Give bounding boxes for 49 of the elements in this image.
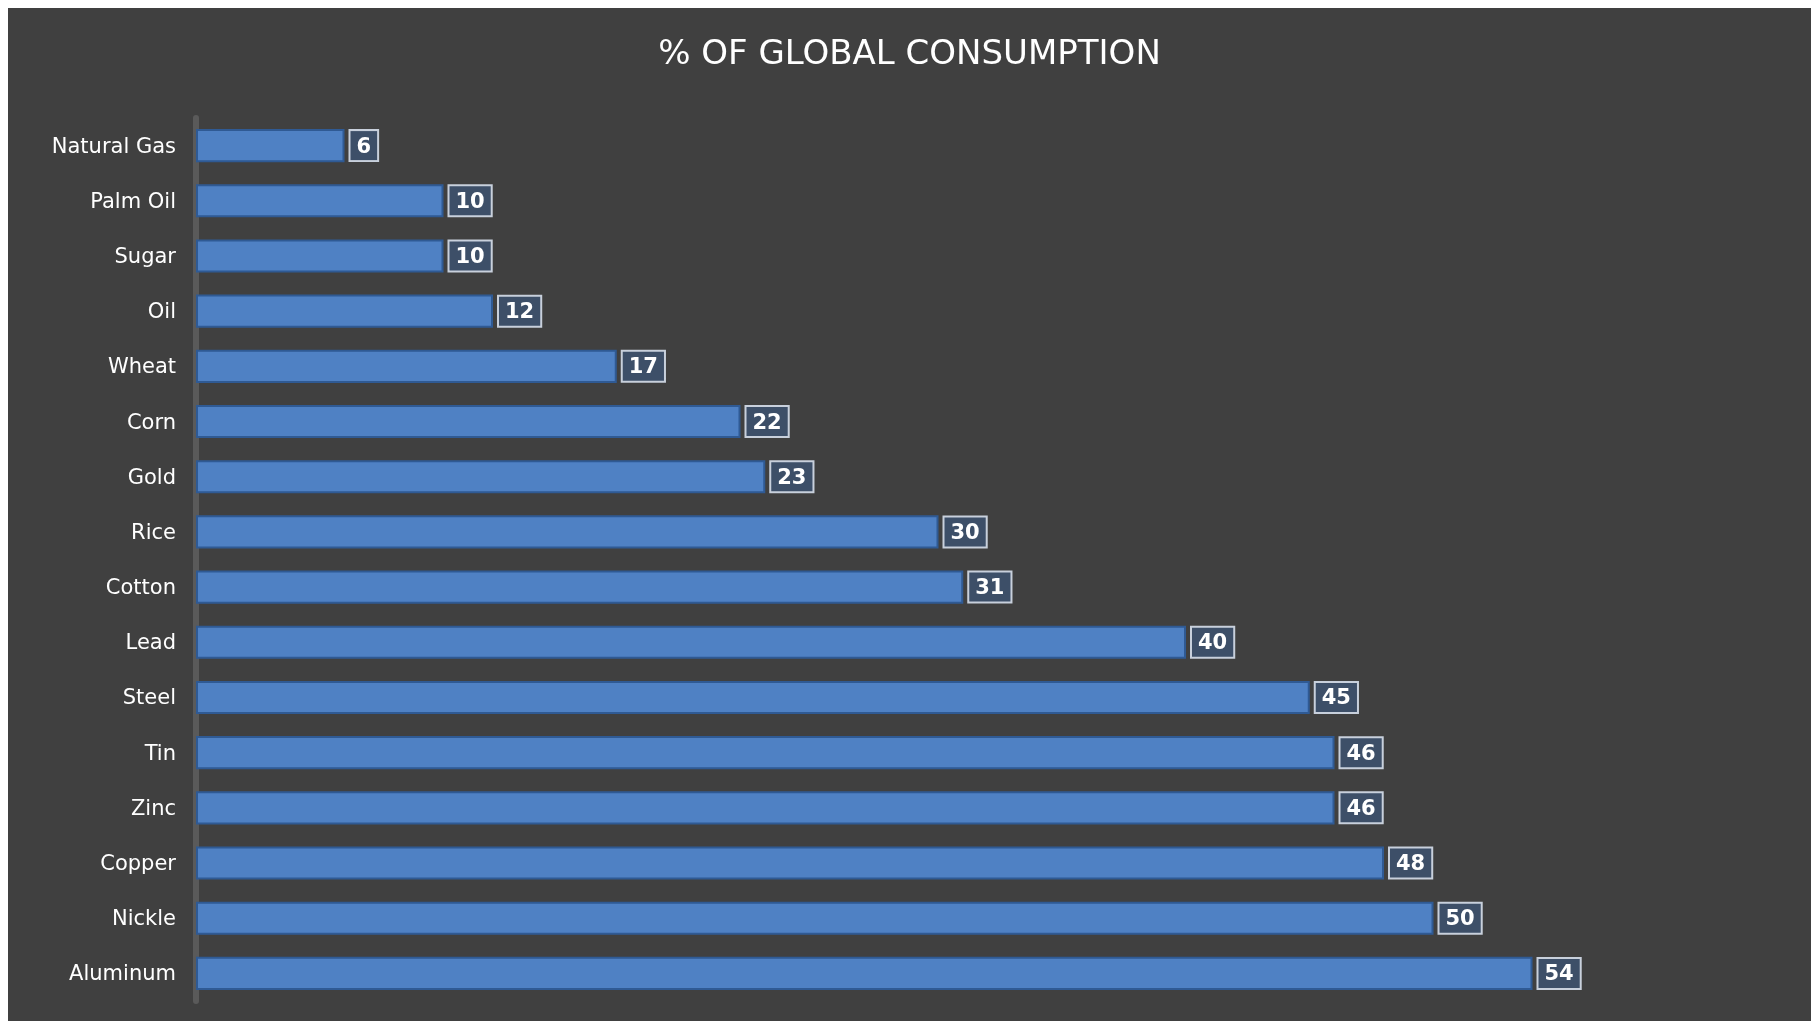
y-tick-label: Rice	[131, 519, 176, 544]
data-label: 12	[505, 299, 535, 324]
bar	[196, 956, 1533, 990]
bar	[196, 294, 493, 328]
bar	[196, 184, 444, 218]
bar	[196, 791, 1335, 825]
data-label: 30	[950, 519, 980, 544]
y-tick-label: Wheat	[107, 354, 176, 379]
data-label: 54	[1544, 961, 1574, 986]
bar	[196, 129, 345, 163]
bar	[196, 349, 617, 383]
y-tick-label: Palm Oil	[90, 188, 176, 213]
bar	[196, 570, 964, 604]
y-tick-label: Copper	[100, 851, 177, 876]
bar	[196, 515, 939, 549]
bar	[196, 625, 1186, 659]
bar	[196, 736, 1335, 770]
chart-title: % OF GLOBAL CONSUMPTION	[658, 32, 1161, 72]
y-tick-label: Cotton	[105, 575, 176, 600]
data-label: 46	[1346, 740, 1376, 765]
data-label: 50	[1445, 906, 1475, 931]
data-label: 23	[777, 464, 807, 489]
bar	[196, 901, 1434, 935]
data-label: 40	[1198, 630, 1228, 655]
bar	[196, 846, 1384, 880]
y-tick-label: Sugar	[114, 243, 177, 268]
data-label: 17	[628, 354, 658, 379]
y-tick-label: Zinc	[130, 795, 176, 820]
bar	[196, 404, 741, 439]
y-tick-label: Steel	[122, 685, 176, 710]
y-tick-label: Corn	[126, 409, 176, 434]
y-tick-label: Oil	[147, 299, 176, 324]
y-tick-label: Natural Gas	[51, 133, 176, 158]
bar	[196, 239, 444, 273]
data-label: 6	[356, 133, 372, 158]
y-tick-label: Lead	[125, 630, 176, 655]
y-tick-label: Aluminum	[69, 961, 176, 986]
data-label: 46	[1346, 795, 1376, 820]
bar	[196, 680, 1310, 715]
bar	[196, 460, 766, 494]
data-label: 48	[1396, 851, 1426, 876]
y-tick-label: Nickle	[111, 906, 176, 931]
data-label: 31	[975, 575, 1005, 600]
data-label: 10	[455, 188, 485, 213]
data-label: 10	[455, 243, 485, 268]
data-label: 45	[1321, 685, 1351, 710]
y-tick-label: Tin	[143, 740, 176, 765]
y-tick-label: Gold	[127, 464, 176, 489]
data-label: 22	[752, 409, 782, 434]
